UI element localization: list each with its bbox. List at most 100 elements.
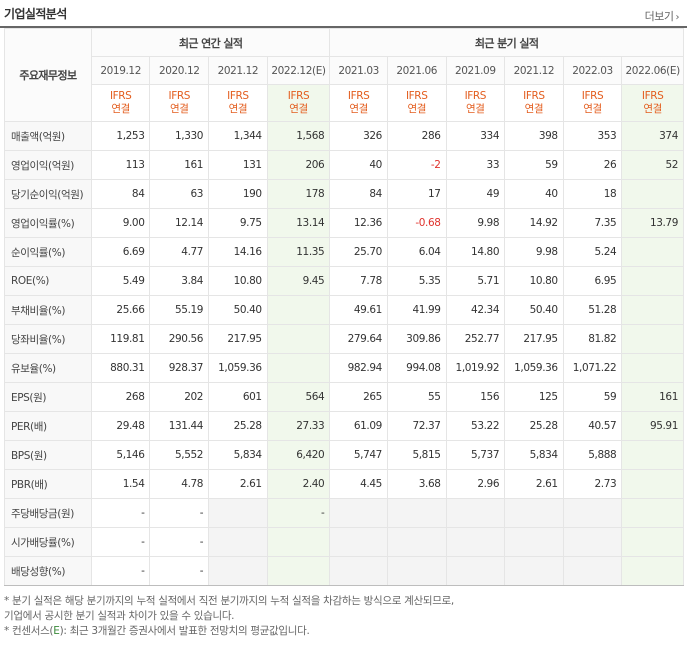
value-cell: 18 <box>562 179 623 209</box>
table-row: 순이익률(%) 6.69 4.77 14.16 11.35 25.70 6.04 14.80 9… <box>4 237 684 267</box>
value-cell: 5,834 <box>208 440 268 470</box>
value-cell: 268 <box>90 382 151 412</box>
table-row: 영업이익(억원) 113 161 131 206 40 -2 33 59 26 52 <box>4 150 684 180</box>
estimate-mark: E <box>53 625 60 637</box>
period-header: 2021.06 <box>386 56 447 85</box>
value-cell: 50.40 <box>504 295 564 325</box>
value-cell: 26 <box>562 150 623 180</box>
basis-scope: 연결 <box>583 103 602 115</box>
row-label: 순이익률(%) <box>4 237 92 267</box>
value-cell: 40 <box>504 179 564 209</box>
value-cell: 12.36 <box>329 208 388 238</box>
value-cell: 61.09 <box>329 411 388 441</box>
value-cell: 3.84 <box>149 266 210 296</box>
value-cell: 42.34 <box>445 295 506 325</box>
table-row: PER(배) 29.48 131.44 25.28 27.33 61.09 72.37 53.… <box>4 411 684 441</box>
value-cell: 2.61 <box>504 469 564 499</box>
value-cell <box>208 527 268 557</box>
row-label: 시가배당률(%) <box>4 527 92 557</box>
value-cell: 25.28 <box>208 411 268 441</box>
value-cell: 3.68 <box>386 469 447 499</box>
value-cell: 374 <box>621 121 684 151</box>
value-cell <box>621 440 684 470</box>
value-cell: 1,344 <box>208 121 268 151</box>
value-cell: 49.61 <box>329 295 388 325</box>
table-row: 당좌비율(%) 119.81 290.56 217.95 279.64 309.86 252… <box>4 324 684 354</box>
value-cell: 9.45 <box>266 266 331 296</box>
value-cell <box>504 527 564 557</box>
value-cell: 202 <box>149 382 210 412</box>
value-cell: 59 <box>562 382 623 412</box>
table-row: 당기순이익(억원) 84 63 190 178 84 17 49 40 18 <box>4 179 684 209</box>
value-cell <box>562 498 623 528</box>
value-cell: 113 <box>90 150 151 180</box>
value-cell <box>621 179 684 209</box>
value-cell: 95.91 <box>621 411 684 441</box>
value-cell: 290.56 <box>149 324 210 354</box>
value-cell: 11.35 <box>266 237 331 267</box>
value-cell: 10.80 <box>208 266 268 296</box>
value-cell <box>445 556 506 586</box>
value-cell <box>208 556 268 586</box>
basis-scope: 연결 <box>407 103 426 115</box>
period-header: 2021.03 <box>329 56 388 85</box>
value-cell: 2.40 <box>266 469 331 499</box>
table-row: 부채비율(%) 25.66 55.19 50.40 49.61 41.99 42.34 50.… <box>4 295 684 325</box>
table-row: ROE(%) 5.49 3.84 10.80 9.45 7.78 5.35 5.71 10.80… <box>4 266 684 296</box>
value-cell: 5,552 <box>149 440 210 470</box>
more-link[interactable]: 더보기 › <box>645 8 680 24</box>
row-label: ROE(%) <box>4 266 92 296</box>
basis-scope: 연결 <box>643 103 662 115</box>
value-cell: 279.64 <box>329 324 388 354</box>
value-cell: 6,420 <box>266 440 331 470</box>
value-cell: 5.24 <box>562 237 623 267</box>
value-cell: 6.69 <box>90 237 151 267</box>
table-row: 유보율(%) 880.31 928.37 1,059.36 982.94 994.08 1,… <box>4 353 684 383</box>
value-cell: 10.80 <box>504 266 564 296</box>
basis-standard: IFRS <box>405 90 428 102</box>
value-cell: 119.81 <box>90 324 151 354</box>
value-cell: 5.35 <box>386 266 447 296</box>
financial-table: 주요재무정보 최근 연간 실적 최근 분기 실적 2019.12 2020.12 2… <box>4 28 684 586</box>
table-row: 시가배당률(%) - - <box>4 527 684 557</box>
row-label: 영업이익(억원) <box>4 150 92 180</box>
value-cell: 9.98 <box>504 237 564 267</box>
value-cell: 1,071.22 <box>562 353 623 383</box>
value-cell: 217.95 <box>208 324 268 354</box>
value-cell: 7.78 <box>329 266 388 296</box>
value-cell <box>504 498 564 528</box>
footnote-line: 기업에서 공시한 분기 실적과 차이가 있을 수 있습니다. <box>4 610 235 622</box>
row-label: EPS(원) <box>4 382 92 412</box>
value-cell <box>621 556 684 586</box>
value-cell: 1,568 <box>266 121 331 151</box>
row-label: 유보율(%) <box>4 353 92 383</box>
value-cell: 12.14 <box>149 208 210 238</box>
value-cell: 326 <box>329 121 388 151</box>
table-row: 매출액(억원) 1,253 1,330 1,344 1,568 326 286 334 398 3… <box>4 121 684 151</box>
value-cell: 5,737 <box>445 440 506 470</box>
table-row: 배당성향(%) - - <box>4 556 684 586</box>
value-cell <box>445 527 506 557</box>
value-cell: 63 <box>149 179 210 209</box>
value-cell: 564 <box>266 382 331 412</box>
basis-standard: IFRS <box>581 90 604 102</box>
basis-standard: IFRS <box>464 90 487 102</box>
value-cell <box>621 324 684 354</box>
value-cell: 9.98 <box>445 208 506 238</box>
value-cell: 81.82 <box>562 324 623 354</box>
table-row: EPS(원) 268 202 601 564 265 55 156 125 59 161 <box>4 382 684 412</box>
basis-cell: IFRS 연결 <box>504 84 564 122</box>
value-cell: 1,059.36 <box>504 353 564 383</box>
value-cell: 33 <box>445 150 506 180</box>
period-header: 2022.06(E) <box>621 56 684 85</box>
value-cell <box>266 353 331 383</box>
value-cell: - <box>90 556 151 586</box>
basis-scope: 연결 <box>524 103 544 115</box>
table-row: 주당배당금(원) - - - <box>4 498 684 528</box>
value-cell: 25.70 <box>329 237 388 267</box>
basis-scope: 연결 <box>289 103 308 115</box>
value-cell: 928.37 <box>149 353 210 383</box>
value-cell <box>621 498 684 528</box>
basis-scope: 연결 <box>466 103 485 115</box>
value-cell: 72.37 <box>386 411 447 441</box>
